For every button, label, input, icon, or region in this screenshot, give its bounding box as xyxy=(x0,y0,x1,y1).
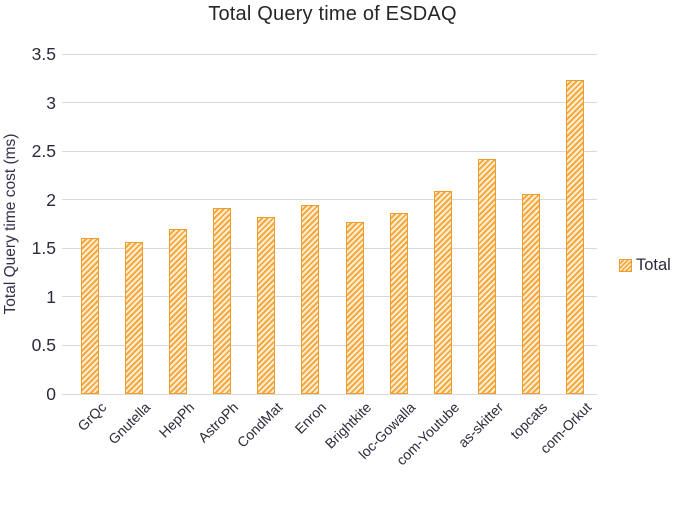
bar-Gnutella xyxy=(125,241,144,394)
gridline-y-1 xyxy=(62,296,597,298)
bar-com-Youtube xyxy=(433,190,452,394)
legend-label: Total xyxy=(636,256,671,274)
bar-as-skitter xyxy=(477,158,496,394)
gridline-y-1.5 xyxy=(62,247,597,249)
gridline-y-3 xyxy=(62,102,597,104)
gridline-y-2.5 xyxy=(62,150,597,152)
bar-HepPh xyxy=(169,228,188,394)
y-tick-label-0.5: 0.5 xyxy=(31,335,56,356)
bar-com-Orkut xyxy=(565,80,584,394)
y-axis-ticks: 0 0.5 1 1.5 2 2.5 3 3.5 xyxy=(0,45,56,403)
gridline-y-3.5 xyxy=(62,53,597,55)
bar-Brightkite xyxy=(345,222,364,394)
bar-AstroPh xyxy=(213,207,232,394)
y-tick-label-3.5: 3.5 xyxy=(31,44,56,64)
bar-loc-Gowalla xyxy=(389,213,408,394)
bar-Enron xyxy=(301,204,320,394)
y-tick-label-0: 0 xyxy=(46,384,56,404)
gridline-y-0.5 xyxy=(62,344,597,346)
gridline-y-2 xyxy=(62,199,597,201)
legend-swatch-icon xyxy=(619,259,632,272)
legend: Total xyxy=(619,256,671,275)
bar-GrQc xyxy=(81,237,100,394)
y-tick-label-1: 1 xyxy=(46,286,56,307)
y-tick-label-3: 3 xyxy=(46,92,56,113)
y-tick-label-1.5: 1.5 xyxy=(31,238,56,259)
bar-CondMat xyxy=(257,217,276,394)
bar-topcats xyxy=(521,193,540,394)
chart-title: Total Query time of ESDAQ xyxy=(208,3,457,25)
x-axis-labels: GrQc Gnutella HepPh AstroPh CondMat Enron Brig… xyxy=(68,399,597,504)
y-tick-label-2.5: 2.5 xyxy=(31,141,56,162)
y-tick-label-2: 2 xyxy=(46,189,56,210)
gridline-y-0 xyxy=(62,393,597,395)
plot-area xyxy=(62,53,597,395)
